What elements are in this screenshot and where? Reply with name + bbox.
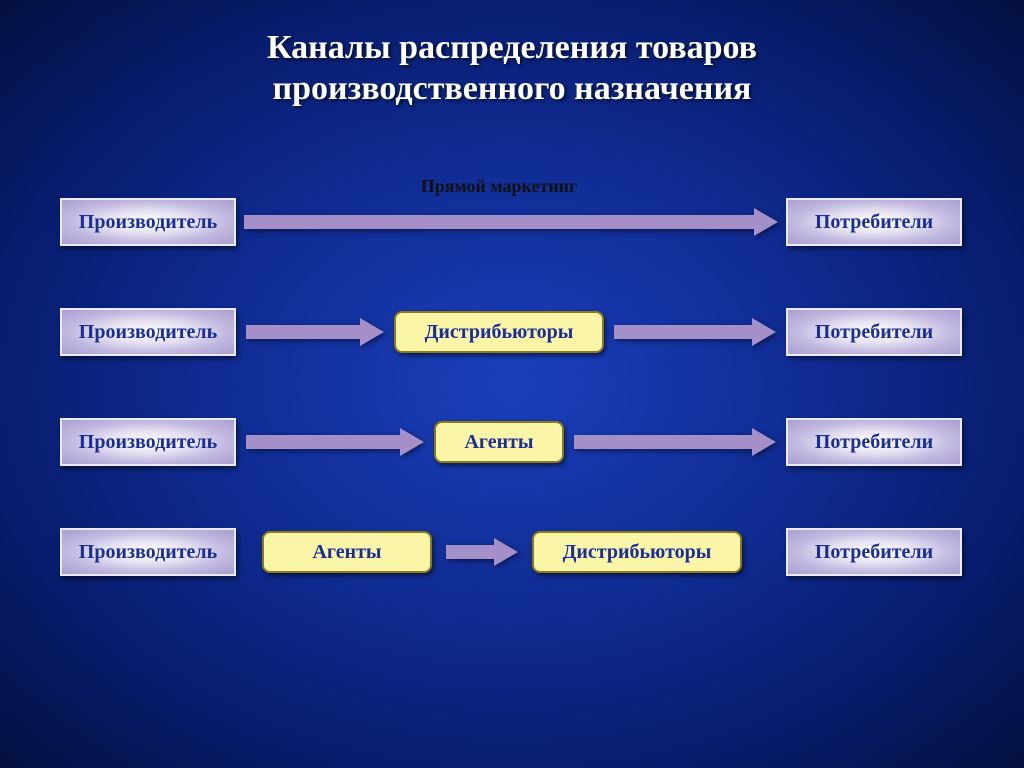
row3-producer-box: Производитель	[60, 418, 236, 466]
slide-title: Каналы распределения товаров производств…	[0, 28, 1024, 110]
row2-consumer-box: Потребители	[786, 308, 962, 356]
row1-consumer-box: Потребители	[786, 198, 962, 246]
slide-title-line2: производственного назначения	[0, 69, 1024, 110]
row1-arrow-label: Прямой маркетинг	[244, 176, 754, 197]
row2-producer-box: Производитель	[60, 308, 236, 356]
row3-consumer-box: Потребители	[786, 418, 962, 466]
row2-middle-label: Дистрибьюторы	[425, 321, 574, 344]
row3-arrow-2	[574, 428, 776, 456]
row2-consumer-label: Потребители	[815, 321, 933, 344]
row2-producer-label: Производитель	[79, 321, 217, 344]
row1-producer-label: Производитель	[79, 211, 217, 234]
row2-arrow-2	[614, 318, 776, 346]
row4-middle1-box: Агенты	[262, 531, 432, 573]
row4-producer-label: Производитель	[79, 541, 217, 564]
row4-producer-box: Производитель	[60, 528, 236, 576]
row4-consumer-box: Потребители	[786, 528, 962, 576]
row3-producer-label: Производитель	[79, 431, 217, 454]
row3-middle-box: Агенты	[434, 421, 564, 463]
row4-middle2-label: Дистрибьюторы	[563, 541, 712, 564]
row4-consumer-label: Потребители	[815, 541, 933, 564]
row2-arrow-1	[246, 318, 384, 346]
row2-middle-box: Дистрибьюторы	[394, 311, 604, 353]
row4-middle2-box: Дистрибьюторы	[532, 531, 742, 573]
row4-arrow-1	[446, 538, 518, 566]
row3-consumer-label: Потребители	[815, 431, 933, 454]
row1-producer-box: Производитель	[60, 198, 236, 246]
row1-arrow	[244, 208, 778, 236]
row3-middle-label: Агенты	[464, 431, 533, 454]
row3-arrow-1	[246, 428, 424, 456]
row1-consumer-label: Потребители	[815, 211, 933, 234]
slide-title-line1: Каналы распределения товаров	[0, 28, 1024, 69]
row4-middle1-label: Агенты	[312, 541, 381, 564]
